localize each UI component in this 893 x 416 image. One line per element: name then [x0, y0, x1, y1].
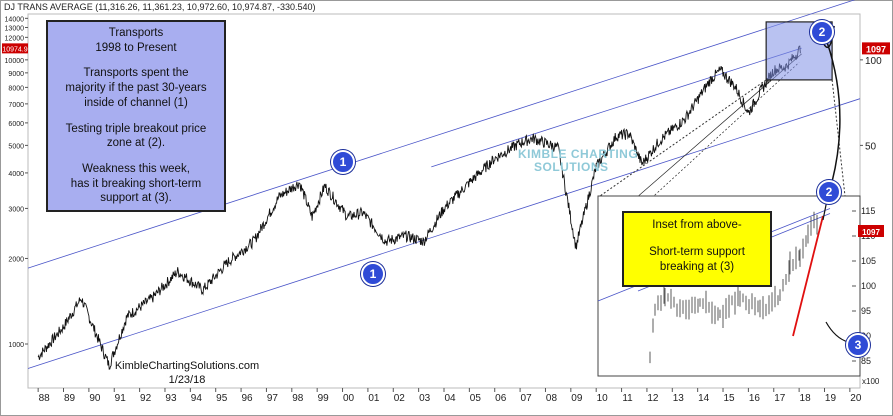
credit-site: KimbleChartingSolutions.com	[114, 360, 260, 372]
inset-price-tag	[858, 225, 884, 237]
x-axis-tick-label: 93	[165, 393, 177, 404]
x-axis-tick-label: 05	[470, 393, 482, 404]
x-axis-tick-label: 97	[267, 393, 279, 404]
arrow-to-inset	[826, 41, 841, 183]
x-axis-tick-label: 00	[343, 393, 355, 404]
credit: KimbleChartingSolutions.com 1/23/18	[112, 359, 262, 388]
left-axis-tick-label: 4000	[8, 171, 24, 178]
note-line: Transports	[108, 27, 164, 39]
note-line: Testing triple breakout price	[65, 122, 207, 135]
x-axis-tick-label: 91	[115, 393, 127, 404]
x-axis-tick-label: 92	[140, 393, 152, 404]
x-axis-tick-label: 95	[216, 393, 228, 404]
inset-axis-tick-label: 105	[861, 256, 876, 266]
x-axis-tick-label: 14	[698, 393, 710, 404]
badge-2-main: 2	[810, 20, 834, 44]
right-axis-tick-label: 100	[865, 56, 882, 67]
x-axis-tick-label: 19	[825, 393, 837, 404]
left-axis-tick-label: 8000	[8, 85, 24, 92]
x-axis-tick-label: 04	[444, 393, 456, 404]
x-axis-tick-label: 06	[495, 393, 507, 404]
inset-note-line: Short-term support	[649, 245, 745, 258]
x-axis-tick-label: 01	[368, 393, 380, 404]
x-axis-tick-label: 99	[318, 393, 330, 404]
left-axis-tick-label: 6000	[8, 121, 24, 128]
left-axis-tick-label: 12000	[5, 35, 25, 42]
x-axis-tick-label: 10	[597, 393, 609, 404]
inset-axis-tick-label: 115	[861, 206, 875, 216]
chart-header: DJ TRANS AVERAGE (11,316.26, 11,361.23, …	[4, 2, 316, 12]
price-series-line	[37, 45, 801, 370]
note-line: zone at (2).	[106, 137, 166, 150]
inset-note: Inset from above- Short-term support bre…	[622, 211, 772, 287]
x-axis-tick-label: 90	[89, 393, 101, 404]
inset-arrow-3	[825, 321, 849, 343]
price-tag-left-label: 10974.9	[2, 46, 27, 53]
note-line: majority if the past 30-years	[65, 82, 207, 95]
channel-line	[27, 0, 856, 269]
x-axis-tick-label: 09	[571, 393, 583, 404]
resistance-line	[431, 47, 802, 168]
x-axis-tick-label: 07	[521, 393, 533, 404]
x-axis-tick-label: 15	[723, 393, 735, 404]
x-axis-tick-label: 89	[64, 393, 76, 404]
x-axis-tick-label: 88	[39, 393, 51, 404]
left-axis-tick-label: 3000	[8, 206, 24, 213]
x-axis-tick-label: 12	[647, 393, 659, 404]
left-axis-tick-label: 9000	[8, 71, 24, 78]
inset-axis-tick-label: 95	[861, 306, 871, 316]
inset-multiplier-label: x100	[862, 377, 880, 386]
annotation-note: Transports 1998 to Present Transports sp…	[46, 20, 226, 212]
left-axis-tick-label: 14000	[5, 16, 25, 23]
price-tag-right	[862, 42, 890, 55]
left-axis-tick-label: 2000	[8, 256, 24, 263]
price-tag-right-label: 1097	[866, 44, 886, 54]
x-axis-tick-label: 08	[546, 393, 558, 404]
x-axis-tick-label: 98	[292, 393, 304, 404]
note-line: support at (3).	[100, 192, 172, 205]
badge-1-lower: 1	[361, 262, 385, 286]
inset-price-bars	[649, 211, 818, 364]
watermark-line: KIMBLE CHARTING	[518, 147, 639, 161]
x-axis-tick-label: 17	[774, 393, 786, 404]
x-axis-tick-label: 94	[191, 393, 203, 404]
x-axis-tick-label: 13	[673, 393, 685, 404]
note-line: Transports spent the	[83, 67, 189, 80]
x-axis-tick-label: 20	[850, 393, 862, 404]
left-axis-tick-label: 7000	[8, 102, 24, 109]
x-axis-tick-label: 03	[419, 393, 431, 404]
watermark-line: SOLUTIONS	[534, 159, 609, 174]
right-axis-tick-label: 50	[865, 141, 877, 152]
note-line: inside of channel (1)	[84, 96, 188, 109]
x-axis-tick-label: 11	[622, 393, 633, 404]
left-axis-tick-label: 5000	[8, 143, 24, 150]
left-axis-tick-label: 10000	[5, 58, 25, 65]
x-axis-tick-label: 96	[242, 393, 254, 404]
inset-note-line: Inset from above-	[652, 219, 742, 231]
channel-line	[27, 98, 861, 369]
support-break-line	[792, 215, 824, 337]
inset-note-line: breaking at (3)	[659, 260, 735, 273]
callout-line	[831, 79, 846, 197]
credit-date: 1/23/18	[168, 374, 206, 387]
x-axis-tick-label: 18	[800, 393, 812, 404]
badge-2-inset: 2	[817, 180, 841, 204]
x-axis-tick-label: 02	[394, 393, 406, 404]
inset-price-tag-label: 1097	[862, 228, 880, 237]
badge-3-inset: 3	[846, 333, 870, 357]
price-tag-left	[2, 43, 28, 54]
callout-line	[599, 79, 767, 197]
watermark-logo: KIMBLE CHARTING SOLUTIONS	[518, 148, 638, 173]
inset-axis-tick-label: 85	[861, 356, 871, 366]
left-axis-tick-label: 1000	[8, 342, 24, 349]
note-line: has it breaking short-term	[70, 177, 202, 190]
left-axis-tick-label: 13000	[5, 25, 25, 32]
note-line: Weakness this week,	[82, 163, 190, 176]
inset-axis-tick-label: 100	[861, 281, 876, 291]
note-line: 1998 to Present	[95, 41, 177, 54]
x-axis-tick-label: 16	[749, 393, 761, 404]
badge-1-upper: 1	[331, 150, 355, 174]
